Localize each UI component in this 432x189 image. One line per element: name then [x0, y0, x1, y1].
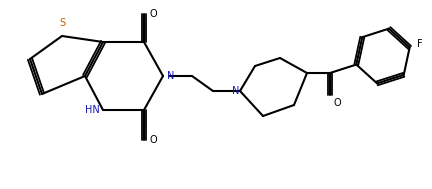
Text: N: N — [167, 71, 175, 81]
Text: O: O — [149, 135, 157, 145]
Text: HN: HN — [85, 105, 100, 115]
Text: S: S — [59, 18, 65, 28]
Text: F: F — [417, 39, 423, 49]
Text: O: O — [149, 9, 157, 19]
Text: O: O — [333, 98, 340, 108]
Text: N: N — [232, 86, 239, 96]
